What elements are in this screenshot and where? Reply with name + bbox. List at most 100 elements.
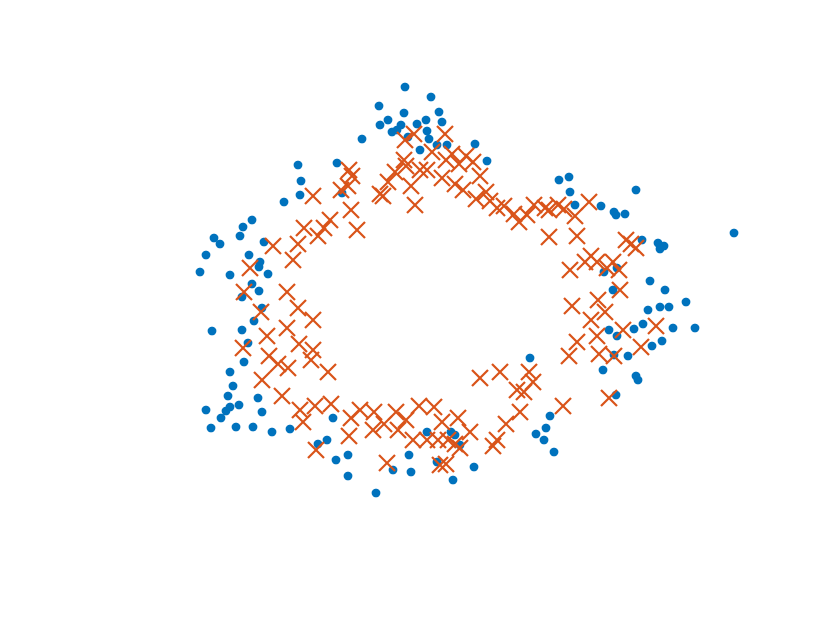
series-2-point <box>520 363 538 381</box>
series-2-point <box>411 161 429 179</box>
series-1-point <box>422 427 432 437</box>
series-1-point <box>545 411 555 421</box>
series-1-point <box>469 462 479 472</box>
series-2-point <box>418 161 436 179</box>
series-2-point <box>471 369 489 387</box>
series-2-point <box>554 397 572 415</box>
series-2-point <box>560 347 578 365</box>
series-2-point <box>406 196 424 214</box>
series-1-point <box>375 120 385 130</box>
series-2-point <box>339 177 357 195</box>
series-2-point <box>431 456 449 474</box>
series-1-point <box>404 450 414 460</box>
series-1-point <box>531 429 541 439</box>
series-2-point <box>590 345 608 363</box>
series-2-point <box>234 339 252 357</box>
series-2-point <box>386 163 404 181</box>
series-2-point <box>342 201 360 219</box>
series-1-point <box>623 351 633 361</box>
series-1-point <box>238 222 248 232</box>
series-2-point <box>561 261 579 279</box>
series-1-point <box>608 285 618 295</box>
series-2-point <box>437 455 455 473</box>
series-2-point <box>397 411 415 429</box>
series-1-point <box>432 140 442 150</box>
series-1-point <box>565 187 575 197</box>
series-2-point <box>568 333 586 351</box>
series-1-point <box>690 323 700 333</box>
series-1-point <box>637 235 647 245</box>
series-2-point <box>511 403 529 421</box>
series-2-point <box>343 167 361 185</box>
series-2-point <box>596 303 614 321</box>
series-1-point <box>383 115 393 125</box>
series-2-point <box>588 253 606 271</box>
series-2-point <box>611 281 629 299</box>
series-2-point <box>389 421 407 439</box>
series-2-point <box>289 235 307 253</box>
series-2-point <box>273 387 291 405</box>
series-2-point <box>488 199 506 217</box>
series-1-point <box>604 325 614 335</box>
series-1-point <box>549 447 559 457</box>
series-1-point <box>643 305 653 315</box>
series-1-point <box>201 250 211 260</box>
series-2-point <box>449 409 467 427</box>
series-1-point <box>201 405 211 415</box>
series-1-point <box>248 422 258 432</box>
series-1-point <box>293 160 303 170</box>
series-1-point <box>239 357 249 367</box>
series-2-point <box>451 439 469 457</box>
series-2-point <box>295 219 313 237</box>
series-1-point <box>660 285 670 295</box>
series-2-point <box>589 291 607 309</box>
series-2-point <box>446 175 464 193</box>
series-2-point <box>291 401 309 419</box>
series-2-point <box>258 327 276 345</box>
series-2-point <box>614 321 632 339</box>
series-2-point <box>371 185 389 203</box>
series-1-point <box>681 297 691 307</box>
series-2-point <box>378 454 396 472</box>
series-2-point <box>322 395 340 413</box>
series-2-point <box>302 351 320 369</box>
series-1-point <box>448 475 458 485</box>
series-1-point <box>328 413 338 423</box>
series-1-point <box>231 422 241 432</box>
series-1-point <box>343 450 353 460</box>
series-2-point <box>379 173 397 191</box>
series-1-point <box>424 134 434 144</box>
series-1-point <box>195 267 205 277</box>
series-2-point <box>610 261 628 279</box>
series-1-point <box>322 435 332 445</box>
series-2-point <box>289 299 307 317</box>
series-2-point <box>365 403 383 421</box>
series-2-point <box>304 311 322 329</box>
series-2-point <box>604 253 622 271</box>
series-1-point <box>223 391 233 401</box>
series-1-point <box>659 241 669 251</box>
series-2-point <box>605 347 623 365</box>
series-1-point <box>285 424 295 434</box>
series-1-point <box>257 407 267 417</box>
series-2-point <box>253 371 271 389</box>
series-1-point <box>426 92 436 102</box>
series-1-point <box>387 127 397 137</box>
series-1-point <box>244 250 254 260</box>
series-1-point <box>295 190 305 200</box>
series-1-point <box>541 423 551 433</box>
series-1-point <box>263 269 273 279</box>
series-1-point <box>668 323 678 333</box>
series-1-point <box>225 402 235 412</box>
series-1-point <box>225 367 235 377</box>
series-1-point <box>421 115 431 125</box>
series-2-point <box>425 398 443 416</box>
series-2-point <box>418 431 436 449</box>
series-1-point <box>611 210 621 220</box>
series-1-point <box>406 467 416 477</box>
series-2-point <box>278 283 296 301</box>
series-1-point <box>279 197 289 207</box>
series-1-point <box>332 158 342 168</box>
series-1-point <box>564 172 574 182</box>
